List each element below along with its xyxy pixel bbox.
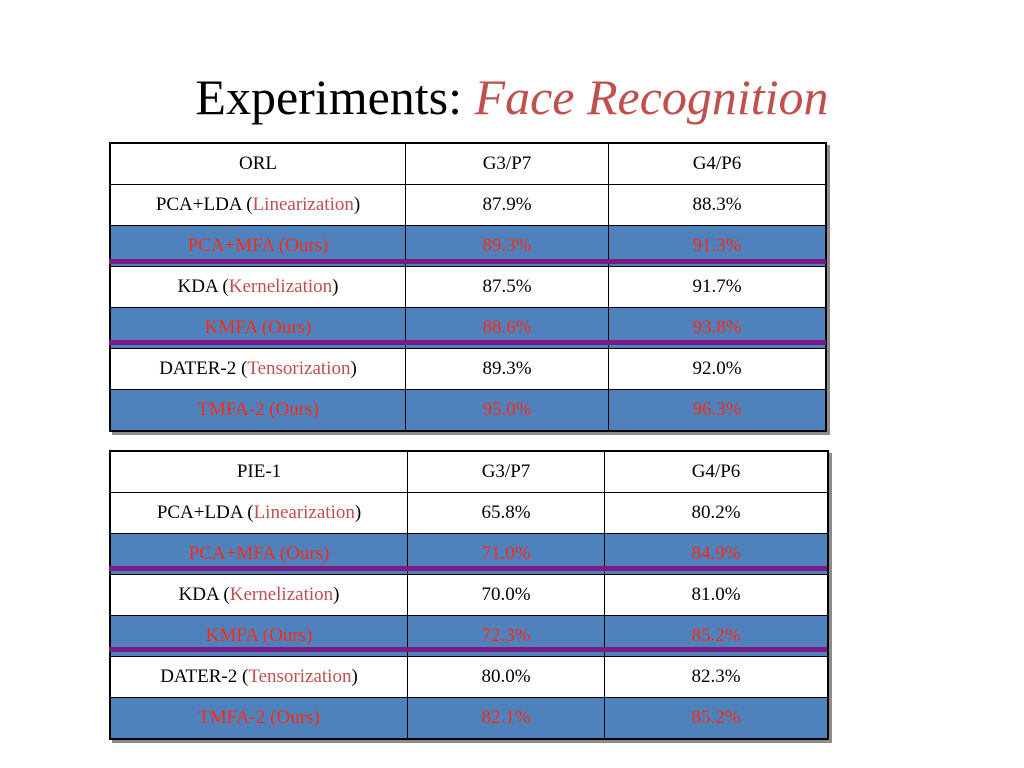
separator-line <box>109 340 826 345</box>
technique-name: Kernelization <box>229 584 334 605</box>
method-name: PCA+LDA ( <box>156 502 254 523</box>
header-g3p7: G3/P7 <box>407 450 605 493</box>
method-close: ) <box>332 276 339 297</box>
method-name: KDA ( <box>177 276 229 297</box>
value-g3p7: 70.0% <box>407 574 605 616</box>
table-row: DATER-2 (Tensorization) 89.3% 92.0% <box>109 348 827 390</box>
header-dataset: PIE-1 <box>109 450 408 493</box>
method-close: ) <box>333 584 340 605</box>
method-name: PCA+LDA ( <box>155 194 253 215</box>
value-g3p7: 89.3% <box>405 348 609 390</box>
separator-line <box>109 566 827 571</box>
table-row: PCA+LDA (Linearization) 87.9% 88.3% <box>109 184 827 226</box>
method-cell: DATER-2 (Tensorization) <box>109 348 406 390</box>
slide-title: Experiments: Face Recognition <box>0 64 1024 130</box>
value-g4p6: 82.3% <box>604 656 829 698</box>
value-g4p6: 88.3% <box>608 184 827 226</box>
header-dataset: ORL <box>109 142 406 185</box>
method-close: ) <box>351 666 358 687</box>
method-name: KDA ( <box>178 584 230 605</box>
table-header-row: ORL G3/P7 G4/P6 <box>109 142 827 185</box>
table-row: KDA (Kernelization) 87.5% 91.7% <box>109 266 827 308</box>
value-g4p6: 96.3% <box>608 389 827 432</box>
method-cell: PCA+LDA (Linearization) <box>109 492 408 534</box>
header-g3p7: G3/P7 <box>405 142 609 185</box>
header-g4p6: G4/P6 <box>604 450 829 493</box>
table-header-row: PIE-1 G3/P7 G4/P6 <box>109 450 829 493</box>
method-cell: DATER-2 (Tensorization) <box>109 656 408 698</box>
title-main: Experiments: <box>195 69 463 125</box>
method-cell: PCA+LDA (Linearization) <box>109 184 406 226</box>
value-g3p7: 95.0% <box>405 389 609 432</box>
header-g4p6: G4/P6 <box>608 142 827 185</box>
value-g4p6: 80.2% <box>604 492 829 534</box>
method-cell: TMFA-2 (Ours) <box>109 389 406 432</box>
title-accent: Face Recognition <box>474 69 829 125</box>
method-cell: KDA (Kernelization) <box>109 574 408 616</box>
separator-line <box>109 647 827 652</box>
value-g3p7: 65.8% <box>407 492 605 534</box>
value-g3p7: 82.1% <box>407 697 605 740</box>
value-g3p7: 87.9% <box>405 184 609 226</box>
table-row-ours: TMFA-2 (Ours) 95.0% 96.3% <box>109 389 827 432</box>
orl-results-table: ORL G3/P7 G4/P6 PCA+LDA (Linearization) … <box>109 142 827 432</box>
value-g4p6: 92.0% <box>608 348 827 390</box>
method-name: DATER-2 ( <box>160 666 249 687</box>
technique-name: Kernelization <box>228 276 333 297</box>
method-close: ) <box>354 502 362 523</box>
pie1-results-table: PIE-1 G3/P7 G4/P6 PCA+LDA (Linearization… <box>109 450 829 740</box>
technique-name: Linearization <box>252 194 354 215</box>
method-name: DATER-2 ( <box>159 358 248 379</box>
method-close: ) <box>353 194 361 215</box>
table-row: DATER-2 (Tensorization) 80.0% 82.3% <box>109 656 829 698</box>
table-row: KDA (Kernelization) 70.0% 81.0% <box>109 574 829 616</box>
value-g3p7: 87.5% <box>405 266 609 308</box>
method-close: ) <box>350 358 357 379</box>
value-g3p7: 80.0% <box>407 656 605 698</box>
value-g4p6: 81.0% <box>604 574 829 616</box>
table-row: PCA+LDA (Linearization) 65.8% 80.2% <box>109 492 829 534</box>
separator-line <box>109 259 826 264</box>
value-g4p6: 85.2% <box>604 697 829 740</box>
table-row-ours: TMFA-2 (Ours) 82.1% 85.2% <box>109 697 829 740</box>
value-g4p6: 91.7% <box>608 266 827 308</box>
method-cell: TMFA-2 (Ours) <box>109 697 408 740</box>
technique-name: Tensorization <box>248 666 352 687</box>
technique-name: Tensorization <box>247 358 351 379</box>
method-cell: KDA (Kernelization) <box>109 266 406 308</box>
technique-name: Linearization <box>253 502 355 523</box>
